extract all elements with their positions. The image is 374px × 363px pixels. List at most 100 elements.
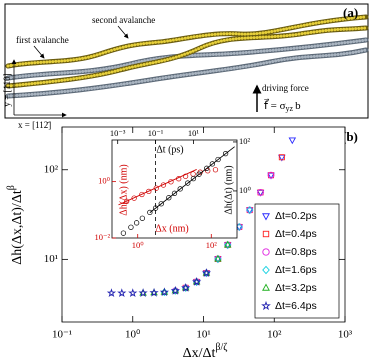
annotation-arrow: [33, 45, 45, 59]
marker: [256, 189, 265, 197]
dislocation-lines: [5, 14, 369, 99]
inset-tick-label: 10¹: [188, 128, 200, 138]
marker: [214, 256, 222, 264]
inset-axis-label: Δh(Δt) (nm): [223, 165, 234, 214]
y-axis-label: Δh(Δx,Δt)/Δtβ: [6, 185, 25, 265]
marker: [204, 165, 210, 171]
line-yellow: [6, 26, 368, 88]
x-tick-label: 10¹: [196, 329, 210, 341]
marker: [160, 182, 167, 188]
marker: [147, 209, 153, 216]
marker: [288, 137, 297, 145]
legend-marker: [262, 265, 270, 275]
marker: [149, 287, 159, 297]
marker: [128, 288, 138, 298]
marker: [117, 288, 127, 298]
inset-tick-label: 10²: [239, 136, 251, 146]
x-axis-label-base: Δx/Δt: [183, 346, 216, 361]
line-gray: [6, 48, 368, 98]
marker: [224, 240, 232, 249]
force-label: f⃗ = σyz b: [263, 98, 301, 113]
annotation: driving force: [262, 83, 309, 93]
line-yellow: [6, 15, 368, 68]
marker: [192, 277, 202, 286]
fit-line: [118, 169, 197, 206]
marker: [123, 198, 130, 204]
x-tick-label: 10⁻¹: [52, 329, 72, 341]
legend-marker: [262, 283, 270, 291]
legend: Δt=0.2ps Δt=0.4ps Δt=0.8ps Δt=1.6ps Δt=3.2ps…: [254, 203, 340, 319]
inset-tick-label: 10⁰: [132, 240, 145, 250]
legend-marker: [261, 300, 271, 311]
force-text: f⃗ = σ: [263, 98, 285, 112]
marker: [205, 168, 211, 174]
marker: [201, 268, 212, 277]
legend-label: Δt=6.4ps: [275, 300, 317, 312]
inset-tick-label: 10⁻¹: [148, 128, 164, 138]
marker: [222, 150, 229, 157]
annotation: first avalanche: [16, 35, 69, 45]
inset-tick-label: 10⁻²: [94, 232, 110, 242]
marker: [160, 287, 169, 295]
inset-tick-label: 10⁰: [239, 185, 252, 195]
x-direction-label: x = [112̄]: [18, 120, 51, 130]
marker: [166, 195, 172, 201]
inset-tick-label: 10⁰: [98, 176, 111, 186]
marker: [185, 180, 191, 186]
legend-marker: [262, 230, 270, 238]
marker: [139, 215, 145, 221]
marker: [214, 254, 222, 262]
marker: [190, 175, 197, 182]
inset-axis-label: Δt (ps): [156, 144, 183, 155]
marker: [133, 220, 140, 226]
marker: [278, 154, 285, 161]
inset-tick-label: 10⁻³: [110, 128, 126, 138]
marker: [152, 205, 159, 211]
marker: [196, 171, 202, 177]
marker: [278, 154, 286, 162]
y-direction-label: y = [110]: [2, 73, 12, 106]
y-axis-label-base: Δh(Δx,Δt)/Δt: [10, 190, 25, 265]
x-tick-label: 10²: [267, 329, 282, 341]
x-tick-label: 10³: [338, 329, 353, 341]
fit-line: [149, 146, 235, 214]
marker: [181, 282, 191, 292]
marker: [181, 283, 190, 291]
marker: [131, 195, 137, 201]
inset: 10⁰ 10² 10⁻³ 10⁻¹ 10¹ 10⁻² 10⁰ 10⁰ 10² Δx (nm) Δt …: [94, 128, 251, 250]
marker: [158, 201, 164, 207]
marker: [146, 188, 152, 195]
legend-label: Δt=0.2ps: [275, 210, 317, 222]
marker: [257, 188, 264, 196]
y-axis-label-sup: β: [6, 185, 17, 190]
marker: [182, 173, 189, 179]
marker: [138, 288, 148, 297]
marker: [171, 286, 180, 294]
legend-label: Δt=0.4ps: [275, 228, 317, 240]
marker: [153, 185, 159, 191]
legend-label: Δt=3.2ps: [275, 282, 317, 294]
annotation: second avalanche: [92, 15, 155, 25]
marker: [128, 224, 134, 230]
marker: [212, 167, 219, 173]
marker: [245, 207, 254, 215]
marker: [139, 191, 145, 198]
inset-frame: [111, 139, 238, 239]
marker: [120, 230, 127, 236]
y-tick-label: 10¹: [44, 253, 58, 265]
y-tick-label: 10²: [44, 163, 59, 175]
marker: [223, 240, 232, 248]
marker: [150, 288, 158, 296]
marker: [209, 161, 216, 167]
inset-axis-label: Δh(Δx) (nm): [118, 164, 129, 215]
marker: [139, 288, 147, 296]
marker: [106, 288, 117, 298]
marker: [246, 206, 254, 215]
legend-label: Δt=1.6ps: [275, 264, 317, 276]
marker: [171, 190, 178, 196]
marker: [159, 287, 170, 297]
marker: [192, 277, 201, 285]
marker: [202, 268, 211, 276]
